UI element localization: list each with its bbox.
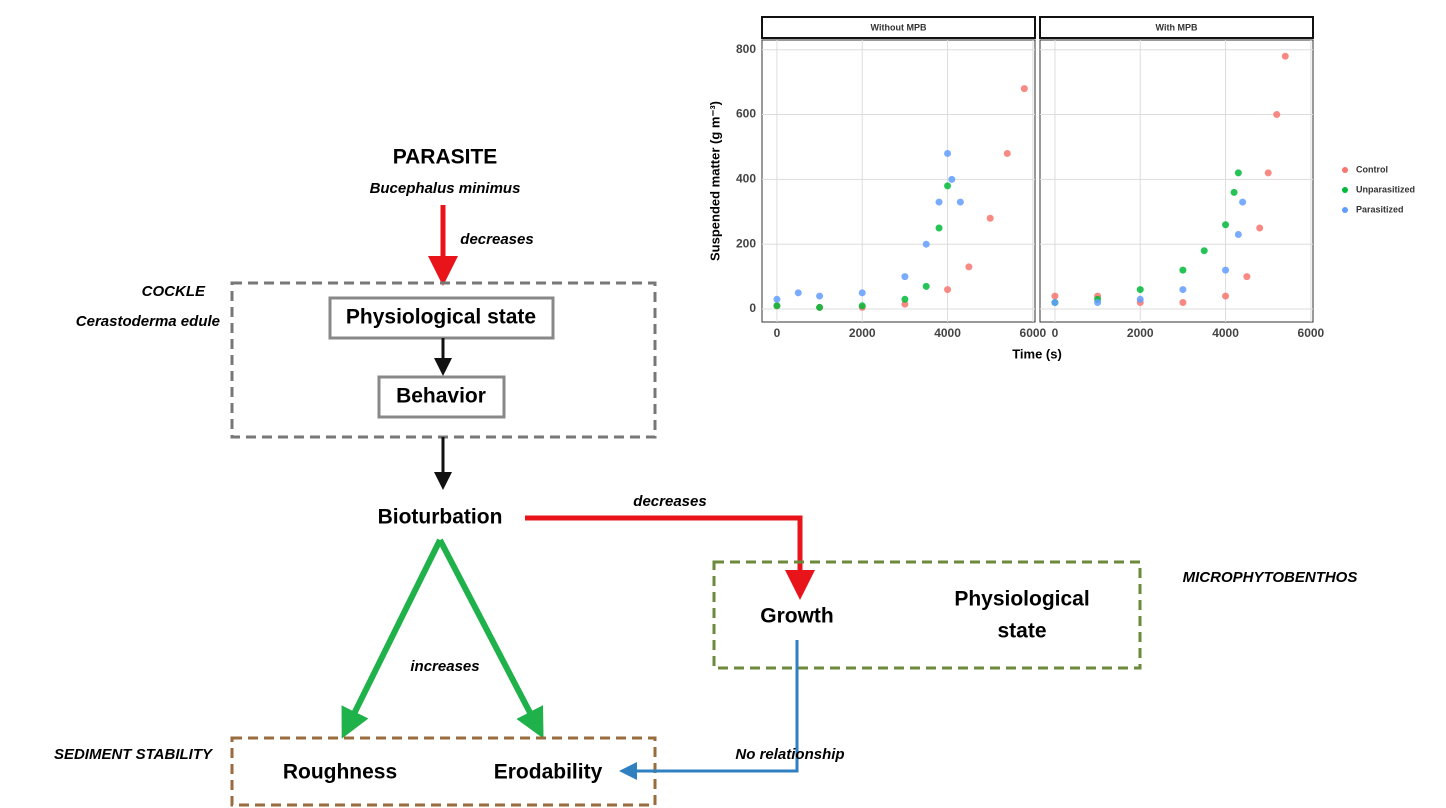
node: Physiological xyxy=(954,588,1089,611)
point xyxy=(944,286,952,294)
edge-label: increases xyxy=(410,658,479,675)
y-tick-label: 800 xyxy=(736,42,756,56)
point xyxy=(948,175,956,183)
legend-label: Unparasitized xyxy=(1356,184,1415,194)
point xyxy=(1222,221,1230,229)
node-box xyxy=(328,296,555,340)
y-tick-label: 200 xyxy=(736,236,756,250)
point xyxy=(986,214,994,222)
point xyxy=(944,182,952,190)
point xyxy=(1234,230,1242,238)
panel-bg xyxy=(761,39,1036,323)
point xyxy=(935,224,943,232)
panel-bg xyxy=(1039,39,1314,323)
node-box xyxy=(377,375,506,419)
point xyxy=(965,263,973,271)
node: Erodability xyxy=(494,761,603,784)
node: state xyxy=(997,620,1046,643)
strip-title: Without MPB xyxy=(871,22,927,32)
point xyxy=(858,289,866,297)
point xyxy=(1200,247,1208,255)
arrow xyxy=(341,538,443,739)
y-tick-label: 600 xyxy=(736,107,756,121)
point xyxy=(1273,111,1281,119)
group-title: SEDIMENT STABILITY xyxy=(54,746,214,763)
point xyxy=(1094,299,1102,307)
node: Bioturbation xyxy=(378,506,503,529)
point xyxy=(901,300,909,308)
point xyxy=(816,303,824,311)
x-tick-label: 2000 xyxy=(849,326,876,340)
point xyxy=(1136,286,1144,294)
strip-title: With MPB xyxy=(1156,22,1198,32)
x-tick-label: 4000 xyxy=(934,326,961,340)
group-title: COCKLE xyxy=(142,283,206,300)
species: Cerastoderma edule xyxy=(76,313,220,330)
point xyxy=(1264,169,1272,177)
point xyxy=(1003,149,1011,157)
node-title: PARASITE xyxy=(393,146,498,169)
point xyxy=(1051,299,1059,307)
point xyxy=(773,295,781,303)
node: Behavior xyxy=(396,385,486,408)
x-tick-label: 0 xyxy=(1052,326,1059,340)
node: Roughness xyxy=(283,761,397,784)
strip xyxy=(1039,16,1314,39)
arrow xyxy=(437,538,544,739)
legend-label: Parasitized xyxy=(1356,204,1404,214)
arrow xyxy=(619,640,799,780)
point xyxy=(1230,188,1238,196)
legend-swatch xyxy=(1342,167,1348,173)
y-tick-label: 400 xyxy=(736,172,756,186)
point xyxy=(816,292,824,300)
point xyxy=(1239,198,1247,206)
arrow xyxy=(525,515,815,600)
x-tick-label: 6000 xyxy=(1020,326,1047,340)
point xyxy=(1051,292,1059,300)
legend-swatch xyxy=(1342,187,1348,193)
point xyxy=(1020,85,1028,93)
point xyxy=(1281,52,1289,60)
x-tick-label: 4000 xyxy=(1212,326,1239,340)
point xyxy=(935,198,943,206)
point xyxy=(1243,273,1251,281)
x-axis-title: Time (s) xyxy=(1012,346,1062,361)
point xyxy=(901,273,909,281)
point xyxy=(1256,224,1264,232)
point xyxy=(1234,169,1242,177)
point xyxy=(794,289,802,297)
group-title: MICROPHYTOBENTHOS xyxy=(1183,569,1358,586)
point xyxy=(1179,299,1187,307)
species: Bucephalus minimus xyxy=(370,180,521,197)
legend-swatch xyxy=(1342,207,1348,213)
y-axis-title: Suspended matter (g m⁻³) xyxy=(707,101,722,261)
legend-label: Control xyxy=(1356,164,1388,174)
point xyxy=(1179,266,1187,274)
edge-label: decreases xyxy=(633,493,706,510)
y-tick-label: 0 xyxy=(749,301,756,315)
point xyxy=(956,198,964,206)
point xyxy=(922,282,930,290)
mpb-box xyxy=(712,560,1142,670)
point xyxy=(922,240,930,248)
edge-label: No relationship xyxy=(735,746,844,763)
strip xyxy=(761,16,1036,39)
node: Physiological state xyxy=(346,306,536,329)
point xyxy=(1179,286,1187,294)
x-tick-label: 2000 xyxy=(1127,326,1154,340)
point xyxy=(1222,292,1230,300)
point xyxy=(1222,266,1230,274)
x-tick-label: 6000 xyxy=(1298,326,1325,340)
node: Growth xyxy=(760,605,834,628)
x-tick-label: 0 xyxy=(774,326,781,340)
point xyxy=(901,295,909,303)
point xyxy=(858,302,866,310)
edge-label: decreases xyxy=(460,231,533,248)
point xyxy=(773,302,781,310)
point xyxy=(944,149,952,157)
point xyxy=(1136,295,1144,303)
